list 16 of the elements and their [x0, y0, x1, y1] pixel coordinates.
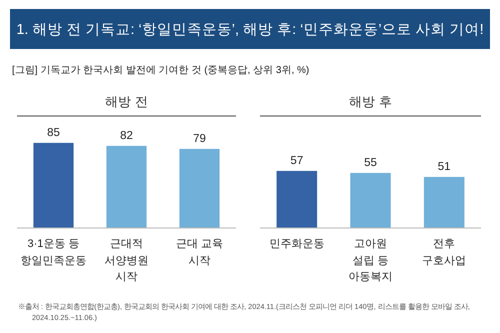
- data-label: 57: [290, 154, 304, 167]
- data-label: 85: [47, 126, 60, 139]
- data-label: 55: [364, 156, 377, 169]
- data-label: 79: [193, 132, 206, 145]
- text: 1. 해방 전 기독교: ‘항일민족운동’, 해방 후: ‘민주화운동’으로 사회 기여!: [16, 20, 484, 38]
- data-label: 51: [438, 160, 451, 173]
- x-tick-label: 전후 구호사업: [421, 237, 468, 268]
- x-tick-label: 근대 교육 시작: [174, 237, 224, 268]
- x-tick-label: 근대적 서양병원 시작: [104, 237, 150, 285]
- x-tick-label: 3·1운동 등 항일민족운동: [20, 237, 86, 268]
- chart-title: 해방 후: [348, 93, 393, 111]
- data-label: 82: [120, 130, 133, 142]
- x-tick-label: 고아원 설립 등 아동복지: [348, 237, 394, 285]
- chart-title: 해방 전: [104, 93, 149, 111]
- text: [그림] 기독교가 한국사회 발전에 기여한 것 (중복응답, 상위 3위, %): [12, 64, 310, 77]
- x-tick-label: 민주화운동: [268, 237, 326, 252]
